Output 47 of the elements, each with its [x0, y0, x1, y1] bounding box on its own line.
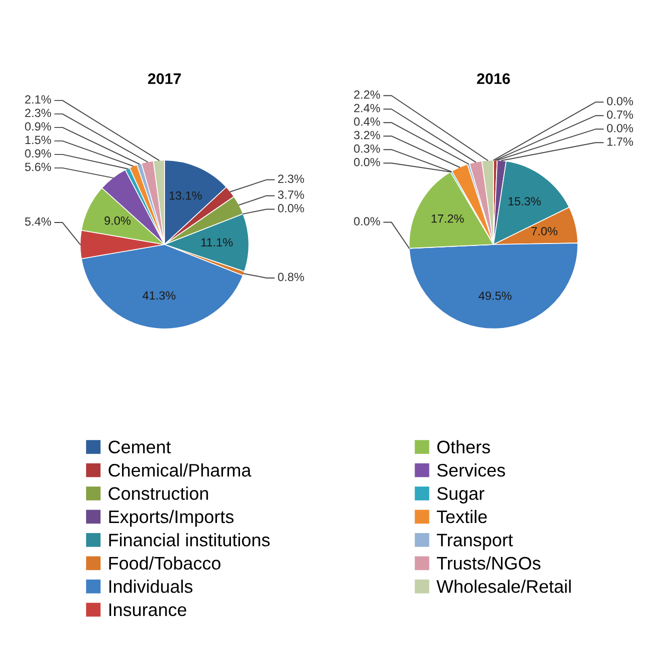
data-label: 1.7% [607, 138, 634, 146]
data-label: 1.5% [25, 136, 52, 144]
legend-label: Construction [108, 486, 208, 500]
legend-label: Transport [436, 534, 513, 550]
data-label: 0.8% [278, 272, 304, 282]
legend-label: Sugar [437, 487, 484, 504]
data-label: 5.6% [25, 162, 52, 172]
data-label: 0.4% [354, 117, 380, 126]
data-label: 3.2% [354, 130, 380, 140]
data-label: 49.5% [478, 292, 512, 300]
data-label: 0.9% [25, 122, 52, 131]
text: 0.0% [278, 204, 304, 212]
data-label: 2.3% [278, 174, 304, 183]
data-label: 11.1% [201, 238, 233, 246]
legend-label: Food/Tobacco [109, 556, 220, 570]
data-label: 0.9% [25, 149, 52, 158]
chart-title: 2017 [148, 73, 181, 84]
data-label: 15.3% [508, 197, 541, 206]
text: 0.0% [607, 124, 634, 132]
data-label: 7.0% [531, 226, 558, 236]
text: 0.0% [354, 158, 380, 166]
data-label: 3.7% [278, 190, 304, 199]
legend-label: Others [437, 440, 490, 454]
data-label: 5.4% [25, 217, 52, 226]
legend-label: Individuals [109, 580, 192, 593]
legend-label: Trusts/NGOs [436, 556, 540, 570]
legend-label: Exports/Imports [109, 510, 234, 527]
chart-title: 2016 [477, 73, 510, 84]
legend-label: Chemical/Pharma [108, 463, 252, 477]
text: 0.0% [607, 96, 634, 106]
data-label: 2.2% [354, 90, 380, 99]
data-label: 2.1% [25, 95, 52, 104]
data-label: 0.3% [354, 144, 380, 153]
data-label: 17.2% [432, 214, 464, 223]
legend-label: Financial institutions [109, 533, 270, 546]
legend-label: Textile [436, 510, 487, 524]
data-label: 13.1% [170, 191, 202, 200]
data-label: 0.7% [607, 110, 634, 119]
data-label: 41.3% [142, 291, 176, 300]
legend-label: Services [437, 463, 506, 477]
data-label: 9.0% [104, 216, 130, 225]
legend-label: Cement [108, 440, 171, 454]
data-label: 2.3% [25, 108, 52, 118]
legend-label: Insurance [109, 604, 186, 616]
text: 0.0% [354, 217, 380, 226]
legend-label: Wholesale/Retail [436, 580, 571, 593]
data-label: 2.4% [354, 104, 380, 112]
